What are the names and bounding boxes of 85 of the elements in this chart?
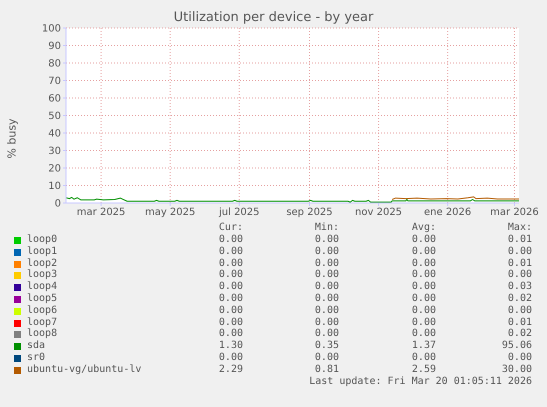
text: 0.02	[508, 293, 532, 304]
y-tick-label: 80	[48, 58, 61, 70]
text: 0.00	[218, 293, 243, 304]
text: 0.00	[508, 269, 532, 280]
y-tick-label: 30	[48, 146, 61, 158]
text: 0.00	[218, 281, 243, 292]
x-tick-label: jul 2025	[218, 207, 260, 218]
text: 0.00	[314, 293, 339, 304]
x-tick-label: may 2025	[144, 207, 196, 218]
x-tick-label: ene 2026	[424, 207, 472, 218]
text: 0.00	[412, 234, 436, 245]
x-tick-label: sep 2025	[286, 207, 333, 218]
text: 0.01	[508, 234, 532, 245]
legend-label: loop1	[27, 246, 58, 257]
legend-label: loop7	[27, 316, 58, 328]
text: 0.00	[218, 304, 243, 316]
text: Min:	[314, 222, 339, 233]
text: Max:	[508, 222, 532, 233]
text: 1.37	[412, 340, 436, 352]
x-tick-label: nov 2025	[355, 207, 402, 218]
y-tick-label: 60	[48, 94, 61, 105]
text: 1.30	[218, 340, 243, 352]
text: 0.00	[508, 352, 532, 363]
chart-title: Utilization per device - by year	[174, 10, 374, 25]
legend-label: ubuntu-vg/ubuntu-lv	[27, 364, 142, 375]
y-tick-label: 100	[42, 24, 61, 35]
legend-label: loop6	[27, 304, 58, 316]
text: 0.81	[314, 364, 339, 375]
text: 0.00	[314, 281, 339, 292]
text: 0.35	[314, 340, 339, 352]
text: 0.00	[412, 352, 436, 363]
text: 0.00	[412, 304, 436, 316]
text: 0.00	[314, 234, 339, 245]
text: 0.01	[508, 316, 532, 328]
text: 0.00	[412, 316, 436, 328]
y-tick-label: 40	[48, 128, 61, 140]
text: 0.00	[412, 328, 436, 340]
y-tick-label: 70	[48, 76, 61, 88]
legend-label: loop4	[27, 281, 58, 292]
legend-label: loop5	[27, 293, 58, 304]
text: 0.00	[412, 269, 436, 280]
text: Avg:	[412, 222, 436, 233]
text: 0.01	[508, 258, 532, 269]
text: 0.00	[508, 304, 532, 316]
text: 0.02	[508, 328, 532, 340]
text: 2.59	[412, 364, 436, 375]
text: 0.00	[314, 328, 339, 340]
y-axis-title: % busy	[6, 118, 18, 158]
legend-label: loop0	[27, 234, 58, 245]
text: 0.00	[218, 352, 243, 363]
text: 0.00	[314, 352, 339, 363]
y-tick-label: 90	[48, 41, 61, 52]
text: 2.29	[218, 364, 243, 375]
legend-label: loop3	[27, 269, 58, 280]
text: 0.00	[218, 258, 243, 269]
text: 0.00	[314, 258, 339, 269]
text: Last update: Fri Mar 20 01:05:11 2026	[309, 376, 532, 387]
legend-label: sr0	[27, 352, 46, 363]
y-tick-label: 50	[48, 111, 61, 122]
text: 0.00	[314, 316, 339, 328]
text: 30.00	[502, 364, 532, 375]
text: 95.06	[502, 340, 532, 352]
text: 0.00	[314, 246, 339, 257]
text: 0.00	[412, 293, 436, 304]
text: 0.00	[218, 269, 243, 280]
text: 0.00	[508, 246, 532, 257]
x-tick-label: mar 2025	[76, 207, 126, 218]
text: 0.00	[314, 304, 339, 316]
legend-label: loop8	[27, 328, 58, 340]
legend-label: sda	[27, 340, 46, 352]
y-tick-label: 20	[48, 164, 61, 175]
text: 0.00	[218, 328, 243, 340]
y-tick-label: 0	[54, 198, 61, 210]
text: 0.00	[218, 234, 243, 245]
y-tick-label: 10	[48, 181, 61, 192]
x-tick-label: mar 2026	[490, 207, 539, 218]
text: 0.00	[218, 316, 243, 328]
text: 0.03	[508, 281, 532, 292]
legend-label: loop2	[27, 258, 58, 269]
text: Cur:	[218, 222, 243, 233]
text: 0.00	[412, 281, 436, 292]
text: 0.00	[314, 269, 339, 280]
text: 0.00	[218, 246, 243, 257]
text: 0.00	[412, 258, 436, 269]
text: 0.00	[412, 246, 436, 257]
